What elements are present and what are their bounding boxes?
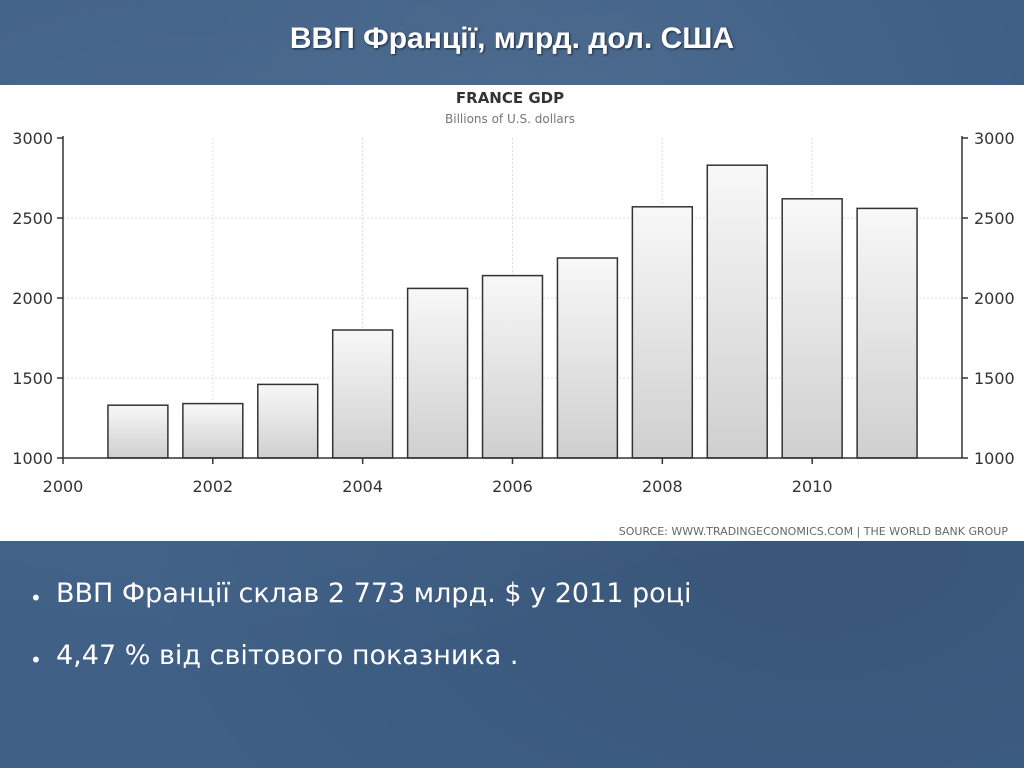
x-tick-label: 2006 bbox=[492, 477, 533, 496]
y-tick-label-left: 2500 bbox=[12, 209, 53, 228]
y-tick-label-right: 2000 bbox=[974, 289, 1015, 308]
bar-2001 bbox=[107, 404, 169, 459]
y-tick-label-right: 3000 bbox=[974, 129, 1015, 148]
bullet-item: • 4,47 % від світового показника . bbox=[30, 640, 990, 702]
slide-title: ВВП Франції, млрд. дол. США bbox=[289, 22, 735, 55]
bar-2004 bbox=[331, 329, 394, 459]
bar-2005 bbox=[406, 287, 469, 459]
bullet-item: • ВВП Франції склав 2 773 млрд. $ у 2011… bbox=[30, 578, 990, 640]
y-tick-label-right: 1500 bbox=[974, 369, 1015, 388]
bar-2010 bbox=[781, 198, 843, 459]
bullet-text: ВВП Франції склав 2 773 млрд. $ у 2011 р… bbox=[56, 578, 692, 609]
x-tick-label: 2010 bbox=[792, 477, 833, 496]
x-tick-label: 2002 bbox=[192, 477, 233, 496]
chart-title: FRANCE GDP bbox=[456, 89, 564, 107]
y-tick-label-left: 1000 bbox=[12, 449, 53, 468]
bullet-text: 4,47 % від світового показника . bbox=[56, 640, 519, 671]
x-tick-label: 2000 bbox=[43, 477, 84, 496]
chart-source: SOURCE: WWW.TRADINGECONOMICS.COM | THE W… bbox=[619, 525, 1009, 538]
bar-2009 bbox=[706, 164, 768, 459]
bar-2008 bbox=[631, 206, 694, 459]
bar-2007 bbox=[556, 257, 619, 459]
y-tick-label-left: 3000 bbox=[12, 129, 53, 148]
chart-subtitle: Billions of U.S. dollars bbox=[445, 112, 575, 126]
bullet-dot-icon: • bbox=[30, 586, 42, 610]
bullet-list: • ВВП Франції склав 2 773 млрд. $ у 2011… bbox=[30, 578, 990, 702]
x-tick-label: 2008 bbox=[642, 477, 683, 496]
bar-2006 bbox=[481, 274, 544, 459]
gdp-bar-chart: FRANCE GDP Billions of U.S. dollars 1000… bbox=[12, 89, 1015, 538]
bullet-dot-icon: • bbox=[30, 648, 42, 672]
y-tick-label-left: 2000 bbox=[12, 289, 53, 308]
bar-2011 bbox=[856, 207, 918, 459]
y-tick-label-left: 1500 bbox=[12, 369, 53, 388]
bar-2002 bbox=[182, 402, 244, 459]
x-tick-label: 2004 bbox=[342, 477, 383, 496]
chart-panel: FRANCE GDP Billions of U.S. dollars 1000… bbox=[0, 85, 1024, 541]
y-tick-label-right: 1000 bbox=[974, 449, 1015, 468]
bar-2003 bbox=[257, 383, 319, 459]
y-tick-label-right: 2500 bbox=[974, 209, 1015, 228]
